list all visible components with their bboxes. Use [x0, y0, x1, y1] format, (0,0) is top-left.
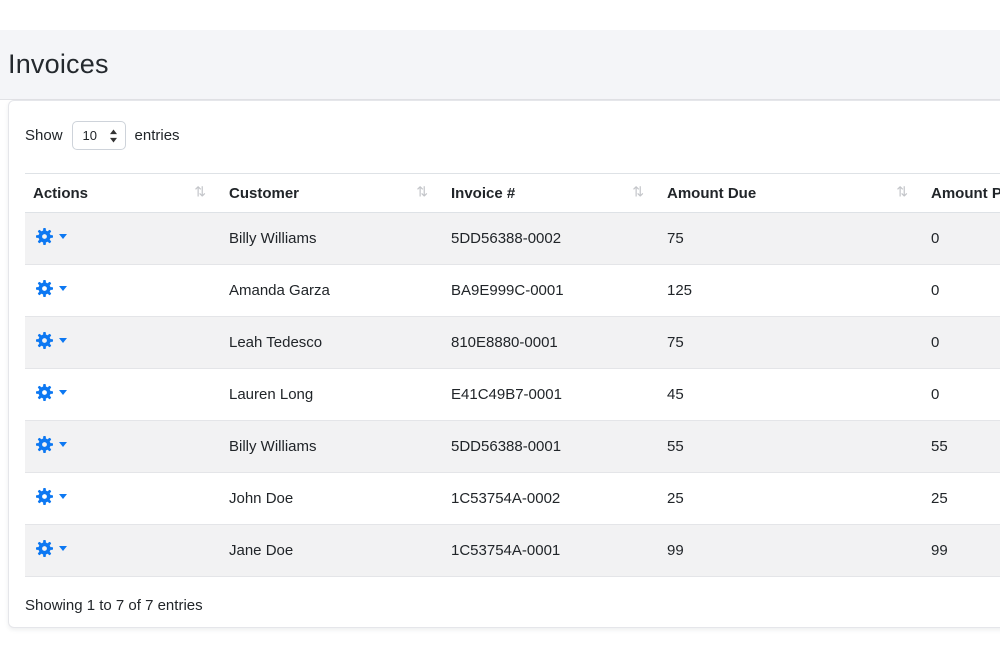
- actions-dropdown-toggle[interactable]: [33, 488, 67, 505]
- amount-due-cell: 75: [659, 212, 923, 265]
- caret-down-icon: [59, 286, 67, 291]
- invoice-cell: E41C49B7-0001: [443, 368, 659, 421]
- amount-due-cell: 25: [659, 472, 923, 525]
- amount-due-cell: 75: [659, 316, 923, 369]
- actions-cell: [25, 368, 221, 421]
- caret-down-icon: [59, 546, 67, 551]
- customer-cell: Billy Williams: [221, 420, 443, 473]
- column-header[interactable]: Invoice # ⇅: [443, 173, 659, 213]
- table-row: Billy Williams 5DD56388-0002 75 0: [25, 212, 1000, 265]
- amount-paid-cell: 0: [923, 264, 1000, 317]
- sort-icon: ⇅: [416, 184, 428, 201]
- table-body: Billy Williams 5DD56388-0002 75 0: [25, 212, 1000, 577]
- actions-cell: [25, 524, 221, 577]
- page-header: Invoices: [0, 30, 1000, 100]
- actions-cell: [25, 472, 221, 525]
- invoice-cell: 1C53754A-0001: [443, 524, 659, 577]
- actions-cell: [25, 212, 221, 265]
- invoice-cell: 810E8880-0001: [443, 316, 659, 369]
- actions-dropdown-toggle[interactable]: [33, 280, 67, 297]
- column-header-label: Customer: [229, 185, 300, 202]
- column-header[interactable]: Amount Due ⇅: [659, 173, 923, 213]
- amount-due-cell: 99: [659, 524, 923, 577]
- table-row: Amanda Garza BA9E999C-0001 125 0: [25, 264, 1000, 317]
- amount-paid-cell: 0: [923, 316, 1000, 369]
- table-row: Lauren Long E41C49B7-0001 45 0: [25, 368, 1000, 421]
- amount-paid-cell: 55: [923, 420, 1000, 473]
- amount-due-cell: 45: [659, 368, 923, 421]
- sort-icon: ⇅: [632, 184, 644, 201]
- caret-down-icon: [59, 338, 67, 343]
- page-size-select-wrap: 10: [71, 121, 126, 150]
- invoice-cell: BA9E999C-0001: [443, 264, 659, 317]
- table-row: Leah Tedesco 810E8880-0001 75 0: [25, 316, 1000, 369]
- gear-icon: [36, 280, 53, 297]
- table-info-status: Showing 1 to 7 of 7 entries: [25, 597, 203, 614]
- top-strip: [0, 0, 1000, 30]
- actions-dropdown-toggle[interactable]: [33, 332, 67, 349]
- column-header[interactable]: Amount Paid ⇅: [923, 173, 1000, 213]
- caret-down-icon: [59, 442, 67, 447]
- sort-icon: ⇅: [896, 184, 908, 201]
- customer-cell: Jane Doe: [221, 524, 443, 577]
- column-header-label: Invoice #: [451, 185, 516, 202]
- actions-cell: [25, 316, 221, 369]
- column-header[interactable]: Actions ⇅: [25, 173, 221, 213]
- gear-icon: [36, 228, 53, 245]
- customer-cell: Billy Williams: [221, 212, 443, 265]
- invoice-cell: 5DD56388-0001: [443, 420, 659, 473]
- amount-due-cell: 55: [659, 420, 923, 473]
- invoice-cell: 5DD56388-0002: [443, 212, 659, 265]
- amount-paid-cell: 25: [923, 472, 1000, 525]
- gear-icon: [36, 540, 53, 557]
- caret-down-icon: [59, 390, 67, 395]
- gear-icon: [36, 332, 53, 349]
- caret-down-icon: [59, 234, 67, 239]
- amount-paid-cell: 99: [923, 524, 1000, 577]
- show-label: Show: [25, 127, 63, 144]
- column-header-label: Actions: [33, 185, 89, 202]
- page-title: Invoices: [8, 49, 109, 79]
- actions-dropdown-toggle[interactable]: [33, 436, 67, 453]
- gear-icon: [36, 488, 53, 505]
- column-header-label: Amount Due: [667, 185, 757, 202]
- actions-cell: [25, 264, 221, 317]
- amount-paid-cell: 0: [923, 368, 1000, 421]
- amount-paid-cell: 0: [923, 212, 1000, 265]
- table-header-row: Actions ⇅ Customer ⇅ Invoice # ⇅ Amount …: [25, 173, 1000, 213]
- actions-dropdown-toggle[interactable]: [33, 540, 67, 557]
- sort-icon: ⇅: [194, 184, 206, 201]
- table-row: Jane Doe 1C53754A-0001 99 99: [25, 524, 1000, 577]
- entries-label: entries: [134, 127, 180, 144]
- customer-cell: Amanda Garza: [221, 264, 443, 317]
- invoices-card: Show 10 entries Actions ⇅ Customer ⇅ Inv…: [8, 100, 1000, 628]
- gear-icon: [36, 436, 53, 453]
- customer-cell: John Doe: [221, 472, 443, 525]
- amount-due-cell: 125: [659, 264, 923, 317]
- customer-cell: Lauren Long: [221, 368, 443, 421]
- page-size-select[interactable]: 10: [71, 121, 126, 150]
- table-row: Billy Williams 5DD56388-0001 55 55: [25, 420, 1000, 473]
- column-header-label: Amount Paid: [931, 185, 1000, 202]
- gear-icon: [36, 384, 53, 401]
- customer-cell: Leah Tedesco: [221, 316, 443, 369]
- table-row: John Doe 1C53754A-0002 25 25: [25, 472, 1000, 525]
- caret-down-icon: [59, 494, 67, 499]
- page-length-control: Show 10 entries: [25, 121, 1000, 150]
- actions-dropdown-toggle[interactable]: [33, 228, 67, 245]
- invoices-table: Actions ⇅ Customer ⇅ Invoice # ⇅ Amount …: [25, 173, 1000, 577]
- actions-dropdown-toggle[interactable]: [33, 384, 67, 401]
- column-header[interactable]: Customer ⇅: [221, 173, 443, 213]
- actions-cell: [25, 420, 221, 473]
- invoice-cell: 1C53754A-0002: [443, 472, 659, 525]
